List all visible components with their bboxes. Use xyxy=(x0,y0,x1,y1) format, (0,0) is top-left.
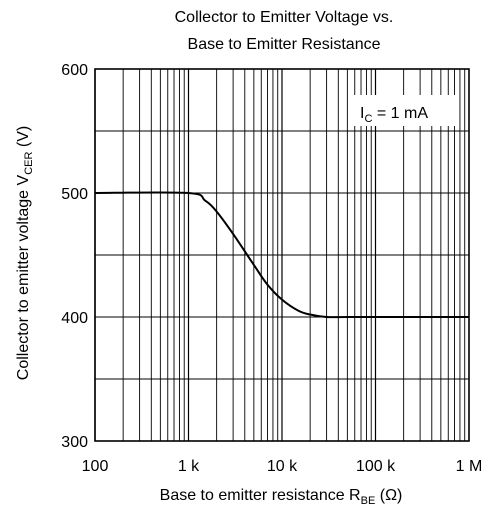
x-tick-label: 1 k xyxy=(178,458,200,475)
y-tick-label: 600 xyxy=(61,62,88,79)
series-layer xyxy=(94,191,469,319)
x-tick-label: 1 M xyxy=(456,458,483,475)
annotation-main: I xyxy=(360,105,364,122)
x-axis-label-unit: (Ω) xyxy=(375,487,402,504)
y-axis-label-unit: (V) xyxy=(15,126,32,152)
series-line xyxy=(94,191,469,319)
annotation-rest: = 1 mA xyxy=(372,105,428,122)
x-axis-label-main: Base to emitter resistance R xyxy=(160,487,361,504)
x-axis-label: Base to emitter resistance RBE (Ω) xyxy=(160,487,403,507)
x-tick-label: 100 k xyxy=(356,458,396,475)
x-axis-label-sub: BE xyxy=(361,495,376,507)
plot-frame xyxy=(94,68,470,442)
chart-title-line1: Collector to Emitter Voltage vs. xyxy=(175,9,394,26)
y-tick-label: 300 xyxy=(61,434,88,451)
y-axis-label-sub: CER xyxy=(23,152,35,175)
x-tick-label: 100 xyxy=(82,458,109,475)
y-tick-label: 500 xyxy=(61,186,88,203)
tick-labels: 100 1 k 10 k 100 k 1 M 300 400 500 600 xyxy=(61,62,482,475)
x-tick-label: 10 k xyxy=(267,458,298,475)
annotation-sub: C xyxy=(364,113,372,125)
annotation-box xyxy=(352,95,458,126)
chart-title-line2: Base to Emitter Resistance xyxy=(188,36,381,53)
y-axis-label: Collector to emitter voltage VCER (V) xyxy=(15,126,35,380)
y-tick-label: 400 xyxy=(61,310,88,327)
y-axis-label-main: Collector to emitter voltage V xyxy=(15,174,32,380)
annotation-label: IC = 1 mA xyxy=(360,105,428,125)
